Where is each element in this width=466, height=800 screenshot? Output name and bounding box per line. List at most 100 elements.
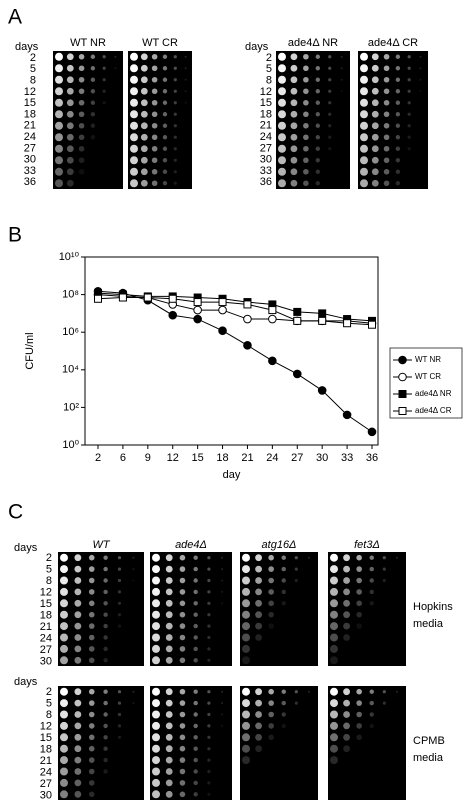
colony-spot: [60, 644, 68, 653]
colony-spot: [88, 646, 95, 652]
colony-spot: [278, 144, 286, 153]
day-label: 8: [46, 709, 52, 721]
day-label: 27: [24, 142, 36, 154]
colony-spot: [140, 110, 148, 118]
colony-spot: [55, 179, 63, 188]
data-point: [367, 427, 377, 437]
colony-spot: [66, 145, 74, 153]
colony-spot: [307, 690, 310, 693]
day-label: 15: [24, 97, 36, 109]
colony-spot: [165, 779, 173, 787]
colony-spot: [278, 87, 286, 96]
colony-spot: [66, 133, 74, 141]
colony-spot: [315, 123, 321, 128]
colony-spot: [55, 133, 63, 142]
colony-spot: [55, 156, 63, 165]
colony-spot: [369, 723, 374, 729]
colony-spot: [78, 76, 85, 83]
colony-spot: [132, 556, 135, 559]
colony-spot: [152, 721, 160, 730]
colony-spot: [330, 699, 338, 708]
plate-title: ade4Δ CR: [368, 37, 418, 49]
colony-spot: [340, 67, 343, 70]
colony-spot: [369, 578, 374, 583]
colony-spot: [315, 181, 321, 186]
colony-spot: [268, 554, 274, 561]
y-tick-label: 10⁴: [62, 364, 79, 376]
colony-spot: [102, 89, 106, 93]
colony-spot: [360, 144, 368, 153]
colony-spot: [330, 756, 338, 765]
colony-spot: [255, 577, 262, 584]
colony-spot: [290, 53, 298, 61]
colony-spot: [193, 735, 198, 740]
colony-spot: [60, 767, 68, 776]
colony-spot: [78, 168, 85, 175]
colony-spot: [255, 722, 262, 730]
colony-spot: [268, 623, 274, 629]
series-line: [97, 292, 373, 322]
colony-spot: [152, 565, 160, 574]
colony-spot: [165, 622, 173, 630]
colony-spot: [165, 711, 173, 718]
colony-spot: [328, 66, 332, 70]
colony-spot: [360, 98, 368, 107]
colony-spot: [419, 90, 422, 93]
colony-spot: [193, 757, 198, 763]
colony-spot: [221, 590, 224, 593]
colony-spot: [221, 713, 224, 716]
colony-spot: [151, 134, 158, 141]
colony-spot: [207, 735, 211, 739]
colony-spot: [268, 700, 274, 706]
day-label: 24: [40, 766, 52, 778]
colony-spot: [60, 710, 68, 719]
colony-spot: [382, 578, 386, 583]
colony-spot: [74, 711, 82, 718]
colony-spot: [78, 99, 85, 106]
data-point: [243, 300, 252, 309]
colony-spot: [151, 99, 158, 106]
days-label: days: [245, 41, 269, 53]
colony-spot: [130, 87, 138, 96]
colony-spot: [307, 556, 310, 559]
data-point: [193, 314, 202, 324]
colony-spot: [383, 134, 390, 141]
colony-spot: [268, 589, 274, 595]
colony-spot: [55, 121, 63, 130]
colony-spot: [303, 76, 309, 83]
day-label: 18: [40, 609, 52, 621]
colony-spot: [268, 600, 274, 607]
day-label: 21: [40, 755, 52, 767]
day-label: 15: [40, 598, 52, 610]
colony-spot: [330, 610, 338, 619]
colony-spot: [315, 54, 321, 59]
colony-spot: [242, 599, 250, 608]
colony-spot: [78, 157, 85, 164]
colony-spot: [165, 577, 173, 584]
colony-spot: [371, 145, 379, 153]
colony-spot: [303, 65, 309, 72]
colony-spot: [152, 744, 160, 753]
colony-spot: [152, 587, 160, 596]
day-label: 18: [24, 108, 36, 120]
colony-spot: [369, 589, 374, 595]
day-label: 36: [260, 176, 272, 188]
x-tick-label: 9: [145, 452, 151, 464]
colony-spot: [88, 734, 95, 741]
colony-spot: [162, 89, 168, 94]
plate-image: [150, 552, 232, 666]
colony-spot: [360, 121, 368, 130]
colony-spot: [60, 599, 68, 608]
colony-spot: [407, 147, 411, 151]
colony-spot: [173, 112, 177, 116]
strain-label: WT: [92, 539, 110, 551]
panel-label: C: [8, 501, 23, 524]
data-point: [218, 305, 227, 315]
colony-spot: [369, 712, 374, 717]
colony-spot: [140, 64, 148, 72]
colony-spot: [303, 145, 309, 152]
colony-spot: [207, 658, 211, 662]
colony-spot: [165, 565, 173, 573]
colony-spot: [151, 76, 158, 83]
